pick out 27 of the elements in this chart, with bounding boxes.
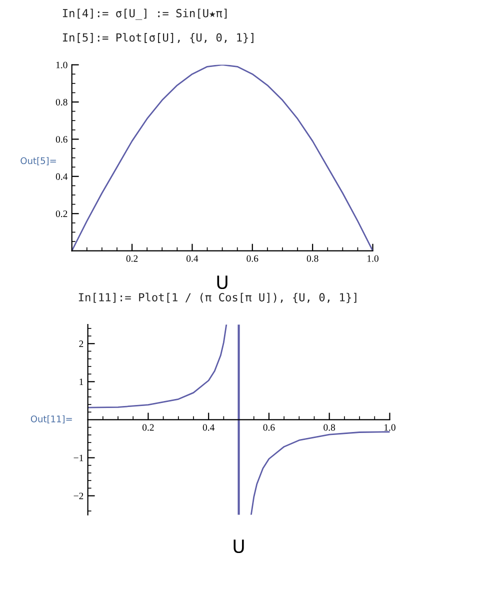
y-tick-label: 2 [79,340,84,347]
x-tick-label: 0.6 [263,424,275,431]
x-tick-label: 1.0 [368,255,378,262]
y-tick-label: 0.4 [56,173,68,180]
y-tick-label: 0.6 [56,136,68,143]
y-tick-label: −1 [74,454,84,462]
y-tick-label: 0.8 [56,98,68,106]
chart-title: In[4]:= σ[U_] := Sin[U★π] [62,8,227,20]
y-tick-label: 1 [80,378,84,386]
chart-subtitle: In[5]:= Plot[σ[U], {U, 0, 1}] [62,32,254,44]
y-axis-title: Out[11]= [30,415,72,424]
y-tick-label: −2 [74,492,84,500]
y-axis-title: Out[5]= [20,157,56,166]
x-tick-label: 0.8 [324,424,336,431]
y-tick-label: 0.2 [56,210,68,218]
x-tick-label: 0.8 [306,255,318,262]
x-tick-label: 1.0 [384,424,396,431]
line-series [72,64,373,251]
x-tick-label: 0.6 [246,255,258,262]
x-axis-title: U [234,540,244,554]
chart-title: In[11]:= Plot[1 / (π Cos[π U]), {U, 0, 1}] [78,292,356,304]
x-tick-label: 0.2 [126,255,138,262]
x-tick-label: 0.4 [186,255,198,262]
x-axis-title: U [217,276,228,290]
y-tick-label: 1.0 [56,62,68,68]
x-tick-label: 0.4 [202,424,215,431]
x-tick-label: 0.2 [142,424,154,431]
